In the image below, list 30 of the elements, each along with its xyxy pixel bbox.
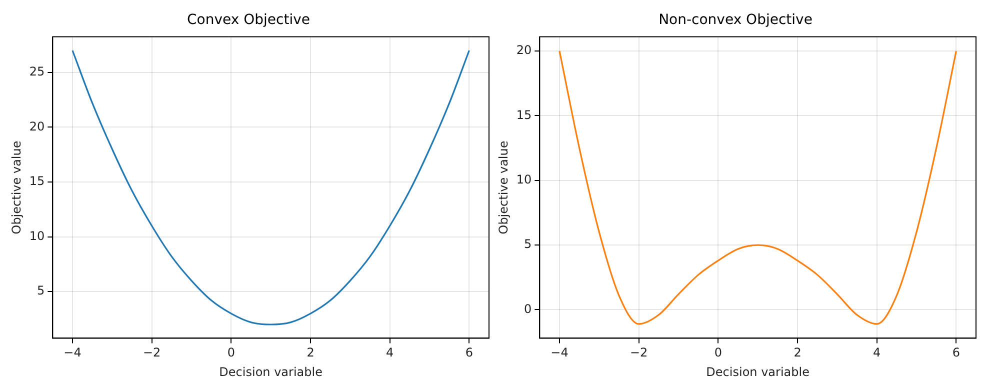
x-tick-label: −4 <box>550 346 568 360</box>
chart-title: Non-convex Objective <box>658 12 812 28</box>
y-tick-label: 10 <box>29 228 45 243</box>
x-tick-label: 6 <box>465 346 473 360</box>
x-axis-title: Decision variable <box>706 364 810 379</box>
x-tick-label: 0 <box>714 346 722 360</box>
x-tick-label: 0 <box>227 346 235 360</box>
y-tick-label: 15 <box>29 174 45 188</box>
x-tick-label: −2 <box>630 346 648 360</box>
y-tick-label: 20 <box>29 119 45 134</box>
x-tick-label: −2 <box>142 346 161 360</box>
y-tick-label: 5 <box>524 237 532 252</box>
x-tick-label: −4 <box>64 346 82 360</box>
x-tick-label: 4 <box>873 346 881 360</box>
y-axis-title: Objective value <box>9 140 24 234</box>
y-tick-label: 0 <box>524 302 532 316</box>
x-tick-label: 6 <box>952 346 960 360</box>
y-tick-label: 10 <box>516 172 532 187</box>
y-axis-title: Objective value <box>496 140 510 234</box>
y-tick-label: 15 <box>516 108 532 122</box>
x-axis-title: Decision variable <box>219 364 322 379</box>
line-series <box>558 50 957 325</box>
x-tick-label: 2 <box>794 346 802 360</box>
y-tick-label: 25 <box>29 64 45 79</box>
x-tick-label: 4 <box>386 346 394 360</box>
y-tick-label: 20 <box>516 43 532 58</box>
chart-title: Convex Objective <box>187 12 310 28</box>
x-tick-label: 2 <box>306 346 314 360</box>
y-tick-label: 5 <box>37 284 45 298</box>
line-series <box>72 50 470 326</box>
